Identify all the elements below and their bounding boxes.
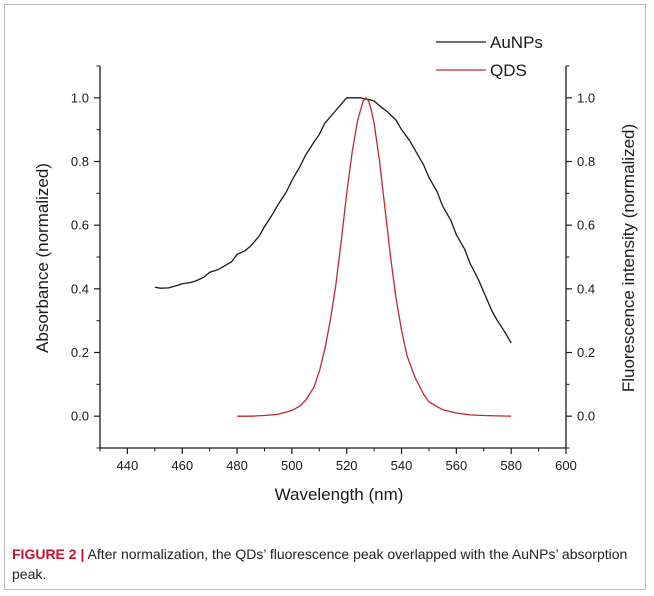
figure-caption: FIGURE 2 | After normalization, the QDs’… bbox=[12, 544, 642, 584]
x-tick-label: 520 bbox=[336, 458, 358, 473]
x-tick-label: 600 bbox=[555, 458, 577, 473]
y-left-tick-label: 0.6 bbox=[71, 218, 89, 233]
series-line-aunps bbox=[154, 97, 512, 344]
line-chart: 440 460 480 500 520 540 560 580 600 0.0 0.0 0.2 0.2 0… bbox=[33, 33, 638, 504]
y-axis-left-title: Absorbance (normalized) bbox=[33, 163, 52, 353]
y-right-tick-label: 0.0 bbox=[577, 409, 595, 424]
y-right-tick-label: 0.6 bbox=[577, 218, 595, 233]
x-tick-label: 580 bbox=[500, 458, 522, 473]
series-group bbox=[154, 97, 512, 417]
x-tick-label: 540 bbox=[391, 458, 413, 473]
legend: AuNPs QDS bbox=[436, 33, 543, 80]
caption-separator: | bbox=[80, 546, 85, 562]
x-tick-label: 480 bbox=[226, 458, 248, 473]
y-left-tick-label: 0.8 bbox=[71, 154, 89, 169]
legend-label-aunps: AuNPs bbox=[490, 33, 543, 52]
y-left-tick-label: 0.0 bbox=[71, 409, 89, 424]
y-right-tick-label: 0.4 bbox=[577, 281, 595, 296]
x-tick-label: 500 bbox=[281, 458, 303, 473]
caption-text: After normalization, the QDs’ fluorescen… bbox=[12, 546, 628, 582]
legend-label-qds: QDS bbox=[490, 61, 527, 80]
axes-group bbox=[99, 66, 567, 449]
x-axis-title: Wavelength (nm) bbox=[275, 485, 404, 504]
x-tick-label: 440 bbox=[117, 458, 139, 473]
figure-frame bbox=[4, 4, 646, 590]
y-left-tick-label: 0.2 bbox=[71, 345, 89, 360]
y-left-tick-label: 1.0 bbox=[71, 90, 89, 105]
y-left-tick-label: 0.4 bbox=[71, 281, 89, 296]
y-right-tick-label: 0.2 bbox=[577, 345, 595, 360]
x-tick-label: 460 bbox=[171, 458, 193, 473]
y-right-tick-label: 1.0 bbox=[577, 90, 595, 105]
y-axis-right-title: Fluorescence intensity (normalized) bbox=[619, 124, 638, 392]
y-right-tick-label: 0.8 bbox=[577, 154, 595, 169]
x-tick-label: 560 bbox=[446, 458, 468, 473]
series-line-qds bbox=[237, 97, 512, 417]
tick-group: 440 460 480 500 520 540 560 580 600 0.0 0.0 0.2 0.2 0… bbox=[71, 65, 595, 473]
caption-figure-label: FIGURE 2 bbox=[12, 546, 77, 562]
